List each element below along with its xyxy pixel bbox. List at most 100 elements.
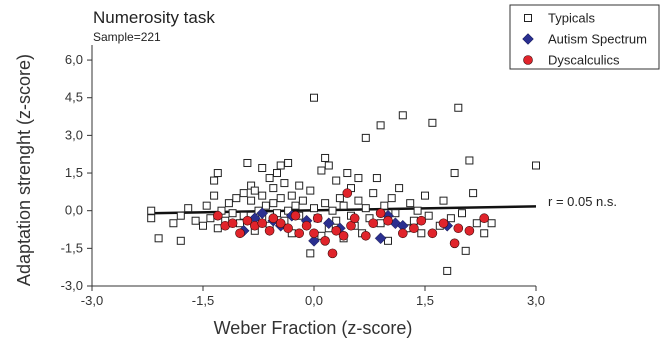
y-tick-label: 0,0: [65, 203, 83, 218]
autism-spectrum-point: [322, 217, 335, 230]
typicals-point: [450, 169, 459, 178]
y-axis-title: Adaptation strenght (z-score): [14, 54, 34, 286]
typicals-point: [232, 194, 241, 203]
typicals-point: [295, 181, 304, 190]
typicals-point: [421, 191, 429, 200]
dyscalculics-point: [312, 213, 323, 224]
typicals-point: [461, 246, 470, 255]
typicals-point: [298, 196, 307, 205]
x-tick-label: -3,0: [81, 293, 103, 308]
autism-spectrum-point: [308, 234, 320, 247]
dyscalculics-point: [283, 223, 293, 234]
typicals-point: [428, 118, 437, 127]
dyscalculics-point: [449, 238, 460, 249]
legend-marker-autism-spectrum: [522, 33, 534, 45]
correlation-annotation: r = 0.05 n.s.: [548, 194, 617, 209]
typicals-point: [239, 189, 248, 198]
typicals-point: [443, 266, 452, 275]
typicals-point: [210, 176, 219, 185]
y-tick-label: -1,5: [61, 240, 83, 255]
typicals-point: [213, 169, 222, 178]
dyscalculics-point: [427, 228, 438, 239]
typicals-point: [202, 201, 211, 210]
dyscalculics-point: [375, 208, 386, 218]
legend-label-typicals: Typicals: [548, 11, 595, 26]
typicals-point: [306, 249, 315, 258]
typicals-point: [210, 191, 219, 200]
dyscalculics-series: [213, 188, 490, 259]
typicals-point: [176, 236, 185, 245]
typicals-point: [376, 219, 385, 228]
typicals-point: [247, 196, 256, 205]
typicals-point: [465, 156, 474, 165]
dyscalculics-point: [453, 223, 464, 234]
dyscalculics-point: [416, 215, 427, 226]
autism-spectrum-point: [374, 232, 387, 245]
typicals-series: [147, 93, 540, 275]
typicals-point: [472, 219, 481, 228]
chart-title: Numerosity task: [93, 8, 215, 27]
typicals-point: [372, 174, 381, 183]
dyscalculics-point: [268, 213, 279, 224]
typicals-point: [469, 189, 478, 198]
typicals-point: [310, 204, 318, 213]
dyscalculics-point: [257, 218, 268, 229]
typicals-point: [487, 219, 496, 228]
legend-marker-typicals: [524, 14, 532, 22]
typicals-point: [261, 201, 270, 210]
typicals-point: [213, 224, 222, 233]
y-tick-label: -3,0: [61, 278, 83, 293]
legend-marker-dyscalculics: [523, 55, 533, 65]
dyscalculics-point: [342, 188, 353, 198]
typicals-point: [176, 211, 185, 220]
dyscalculics-point: [331, 225, 342, 236]
typicals-point: [154, 234, 163, 243]
typicals-point: [243, 158, 252, 167]
typicals-point: [287, 191, 296, 200]
typicals-point: [361, 204, 370, 213]
dyscalculics-point: [368, 218, 379, 229]
typicals-point: [317, 166, 326, 175]
typicals-point: [258, 164, 267, 173]
typicals-point: [406, 199, 415, 208]
y-tick-label: 1,5: [65, 165, 83, 180]
dyscalculics-point: [242, 215, 253, 226]
dyscalculics-point: [349, 213, 360, 224]
typicals-point: [480, 229, 489, 238]
y-tick-label: 3,0: [65, 127, 83, 142]
dyscalculics-point: [235, 228, 245, 239]
typicals-point: [335, 194, 344, 203]
typicals-point: [332, 216, 341, 225]
typicals-point: [354, 174, 363, 183]
typicals-point: [236, 219, 244, 228]
typicals-point: [269, 199, 278, 208]
typicals-point: [391, 209, 400, 218]
typicals-point: [258, 191, 267, 200]
typicals-point: [458, 209, 466, 218]
typicals-point: [380, 201, 389, 210]
dyscalculics-point: [479, 213, 490, 224]
dyscalculics-point: [227, 218, 238, 229]
legend: Typicals Autism Spectrum Dyscalculics: [509, 4, 660, 70]
typicals-point: [184, 204, 193, 213]
dyscalculics-point: [409, 223, 419, 234]
typicals-point: [310, 93, 318, 102]
typicals-point: [343, 169, 352, 178]
dyscalculics-point: [360, 230, 371, 241]
dyscalculics-point: [338, 230, 349, 241]
dyscalculics-point: [383, 215, 393, 226]
typicals-point: [387, 194, 396, 203]
typicals-point: [332, 176, 341, 185]
typicals-point: [417, 229, 426, 238]
typicals-point: [354, 196, 363, 205]
dyscalculics-point: [438, 218, 449, 229]
x-tick-label: 3,0: [527, 293, 545, 308]
typicals-point: [409, 216, 418, 225]
typicals-point: [147, 206, 156, 215]
typicals-point: [265, 174, 274, 183]
dyscalculics-point: [213, 210, 223, 221]
typicals-point: [228, 209, 237, 218]
typicals-point: [324, 161, 333, 170]
x-tick-label: -1,5: [192, 293, 214, 308]
